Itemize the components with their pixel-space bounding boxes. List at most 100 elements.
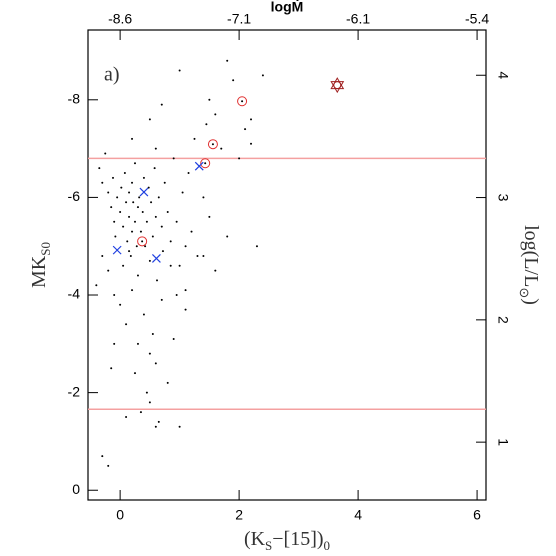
data-point	[169, 240, 172, 243]
data-point	[187, 172, 190, 175]
data-point	[123, 172, 126, 175]
data-point	[154, 215, 157, 218]
data-point	[172, 157, 175, 160]
data-point	[113, 342, 116, 345]
data-point	[133, 162, 136, 165]
data-point	[160, 298, 163, 301]
data-point	[261, 74, 264, 77]
marker-center	[141, 240, 144, 243]
data-point	[141, 211, 144, 214]
data-point	[150, 201, 153, 204]
data-point	[151, 333, 154, 336]
data-point	[157, 196, 160, 199]
data-point	[120, 186, 123, 189]
data-point	[148, 259, 151, 262]
data-point	[111, 176, 114, 179]
data-point	[138, 196, 141, 199]
data-point	[122, 225, 125, 228]
data-point	[148, 401, 151, 404]
x2-axis-label: logṀ	[271, 0, 304, 15]
data-point	[128, 215, 131, 218]
data-point	[237, 96, 248, 107]
data-point	[163, 181, 166, 184]
data-point	[113, 220, 116, 223]
data-point	[184, 308, 187, 311]
data-point	[142, 176, 145, 179]
data-point	[133, 220, 136, 223]
marker-star	[330, 81, 345, 94]
y-tick-label: -4	[68, 286, 81, 302]
data-point	[184, 245, 187, 248]
data-point	[175, 220, 178, 223]
data-point	[181, 191, 184, 194]
x-axis-label-part: (K	[244, 528, 266, 550]
y2-axis-label-part: ⊙	[517, 287, 532, 298]
x-axis-label-part: −[15])	[272, 528, 323, 550]
y-tick-label: -6	[68, 188, 81, 204]
data-point	[193, 137, 196, 140]
data-point	[148, 352, 151, 355]
marker-stroke	[194, 161, 204, 171]
data-point	[148, 118, 151, 121]
data-point	[250, 118, 253, 121]
y2-axis-label-part: )	[520, 298, 542, 305]
data-point	[161, 250, 164, 253]
data-point	[220, 147, 223, 150]
data-point	[135, 245, 138, 248]
y-tick-label: -8	[68, 90, 81, 106]
data-point	[122, 264, 125, 267]
marker-ring	[200, 158, 211, 169]
data-point	[175, 294, 178, 297]
x2-tick-label: -6.1	[346, 11, 370, 27]
data-point	[205, 123, 208, 126]
data-point	[157, 420, 160, 423]
data-point	[101, 181, 104, 184]
y2-tick-label: 1	[495, 438, 511, 446]
data-point	[169, 264, 172, 267]
data-point	[226, 235, 229, 238]
data-point	[131, 230, 134, 233]
data-point	[101, 254, 104, 257]
data-point	[126, 240, 129, 243]
data-point	[190, 230, 193, 233]
data-point	[131, 137, 134, 140]
data-point	[160, 225, 163, 228]
data-point	[184, 289, 187, 292]
data-point	[136, 342, 139, 345]
data-point	[133, 372, 136, 375]
marker-ring	[137, 236, 148, 247]
data-point	[153, 167, 156, 170]
x-tick-label: 0	[116, 507, 124, 523]
data-point	[208, 215, 211, 218]
data-point	[145, 391, 148, 394]
data-point	[144, 245, 147, 248]
annotation: a)	[104, 64, 120, 86]
y2-axis-label: log(L/L⊙)	[517, 225, 543, 305]
data-point	[154, 147, 157, 150]
data-point	[116, 196, 119, 199]
data-point	[232, 79, 235, 82]
data-point	[114, 235, 117, 238]
data-point	[101, 455, 104, 458]
data-point	[156, 279, 159, 282]
y-tick-label: -2	[68, 383, 81, 399]
y-axis-label: MKS0	[28, 242, 54, 288]
x-axis-label-part: S	[265, 538, 272, 553]
x-tick-label: 4	[354, 507, 362, 523]
data-point	[142, 313, 145, 316]
data-point	[172, 337, 175, 340]
y-axis-label-part: MK	[28, 255, 50, 288]
data-point	[136, 274, 139, 277]
plot-frame	[87, 29, 487, 501]
data-point	[238, 157, 241, 160]
marker-stroke	[112, 245, 122, 255]
data-point	[330, 77, 345, 94]
data-point	[139, 411, 142, 414]
y-tick-label: 0	[72, 481, 80, 497]
data-point	[119, 303, 122, 306]
data-point	[119, 211, 122, 214]
data-point	[200, 158, 211, 169]
x2-tick-label: -8.6	[108, 11, 132, 27]
data-point	[154, 362, 157, 365]
